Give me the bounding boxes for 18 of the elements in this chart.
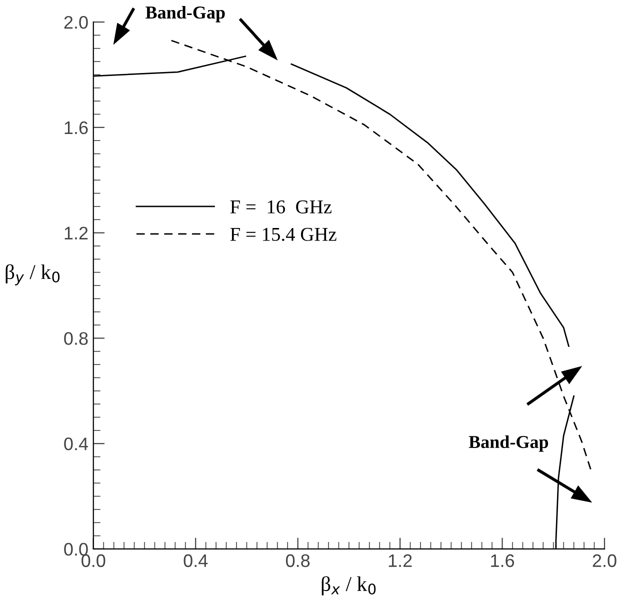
annotation: Band-Gap	[468, 435, 548, 452]
x-tick-label: 0.4	[184, 554, 208, 568]
x-tick-label: 1.6	[491, 554, 514, 568]
y-axis-title: β$_{y}$ / k$_{0}$	[6, 264, 60, 286]
x-tick-label: 2.0	[592, 554, 616, 568]
y-tick-label: 1.2	[64, 226, 88, 240]
x-tick-label: 0.8	[286, 554, 310, 568]
annotation: Band-Gap	[146, 6, 225, 22]
legend-label: F = 16 GHz	[230, 200, 332, 214]
x-tick-label: 0.0	[82, 554, 106, 568]
y-tick-label: 0.4	[64, 438, 88, 450]
y-tick-label: 1.6	[64, 121, 88, 134]
y-tick-label: 0.8	[64, 332, 88, 345]
x-axis-title: β$_{x}$ / k$_{0}$	[322, 576, 376, 596]
x-tick-label: 1.2	[388, 554, 412, 567]
y-tick-label: 2.0	[64, 16, 88, 29]
y-tick-label: 0.0	[64, 542, 88, 556]
legend-label: F = 15.4 GHz	[230, 228, 336, 242]
